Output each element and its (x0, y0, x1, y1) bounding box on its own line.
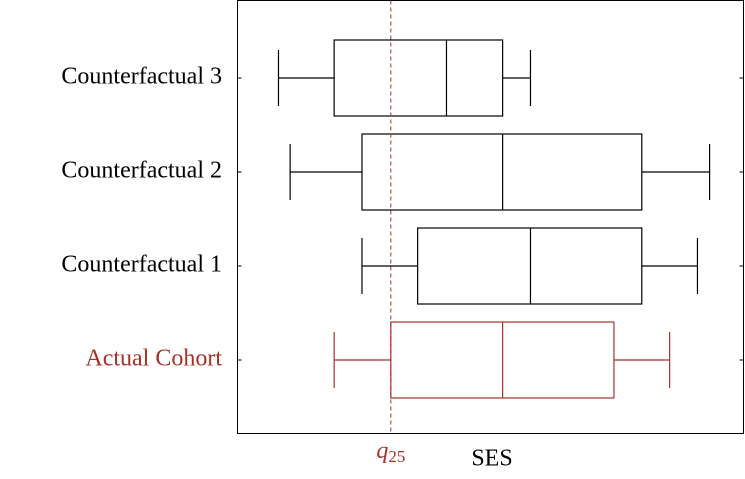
x-axis-label: SES (471, 446, 512, 472)
reference-label-subscript: 25 (388, 447, 405, 466)
reference-label: q25 (376, 438, 405, 466)
box (417, 227, 643, 305)
category-label: Counterfactual 3 (61, 64, 222, 90)
category-label: Actual Cohort (85, 346, 222, 372)
plot-frame (237, 0, 744, 434)
category-label: Counterfactual 2 (61, 158, 222, 184)
box (361, 133, 643, 211)
category-label: Counterfactual 1 (61, 252, 222, 278)
box (333, 39, 504, 117)
reference-label-main: q (376, 438, 388, 464)
